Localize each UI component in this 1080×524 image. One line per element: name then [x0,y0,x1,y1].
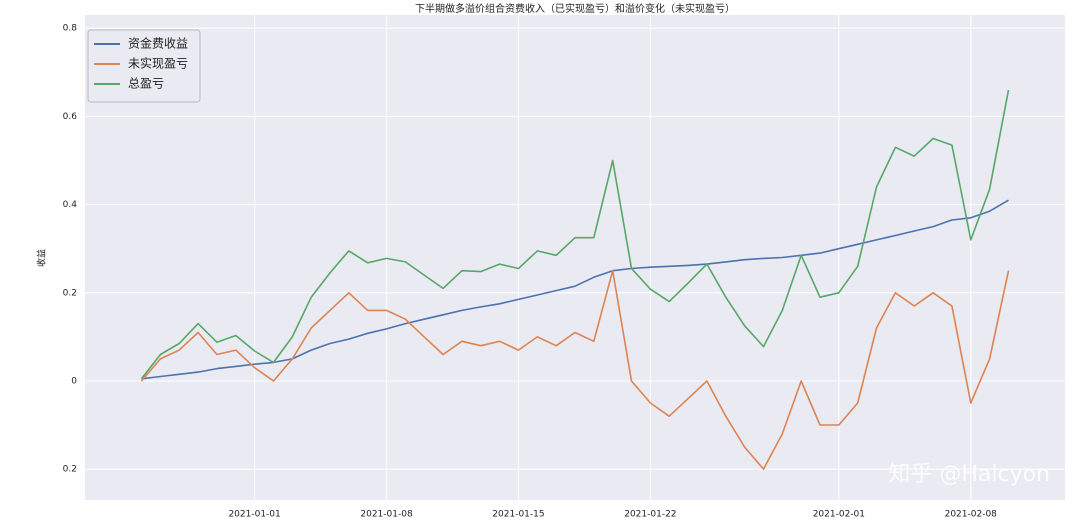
watermark: 知乎 @Halcyon [888,462,1050,487]
plot-background [85,15,1065,500]
y-tick-label: 0.2 [63,465,77,475]
x-tick-label: 2021-01-22 [624,510,676,520]
legend-label: 未实现盈亏 [128,56,188,71]
lines [140,89,1010,470]
y-tick-label: 0 [71,376,77,386]
chart-title: 下半期做多溢价组合资费收入（已实现盈亏）和溢价变化（未实现盈亏） [415,2,735,15]
legend-label: 资金费收益 [128,36,188,51]
y-tick-label: 0.4 [63,200,78,210]
legend-label: 总盈亏 [128,77,164,91]
y-tick-label: 0.2 [63,288,77,298]
y-tick-label: 0.8 [63,24,78,34]
x-tick-label: 2021-01-08 [360,510,413,520]
x-tick-label: 2021-01-01 [228,510,280,520]
y-axis-label: 收益 [36,249,48,267]
series-line [140,89,1010,380]
series-line [140,269,1010,470]
x-tick-label: 2021-02-01 [813,510,865,520]
x-tick-label: 2021-02-08 [945,510,998,520]
y-tick-label: 0.6 [63,112,78,122]
x-tick-label: 2021-01-15 [492,510,544,520]
grid [85,15,1065,500]
